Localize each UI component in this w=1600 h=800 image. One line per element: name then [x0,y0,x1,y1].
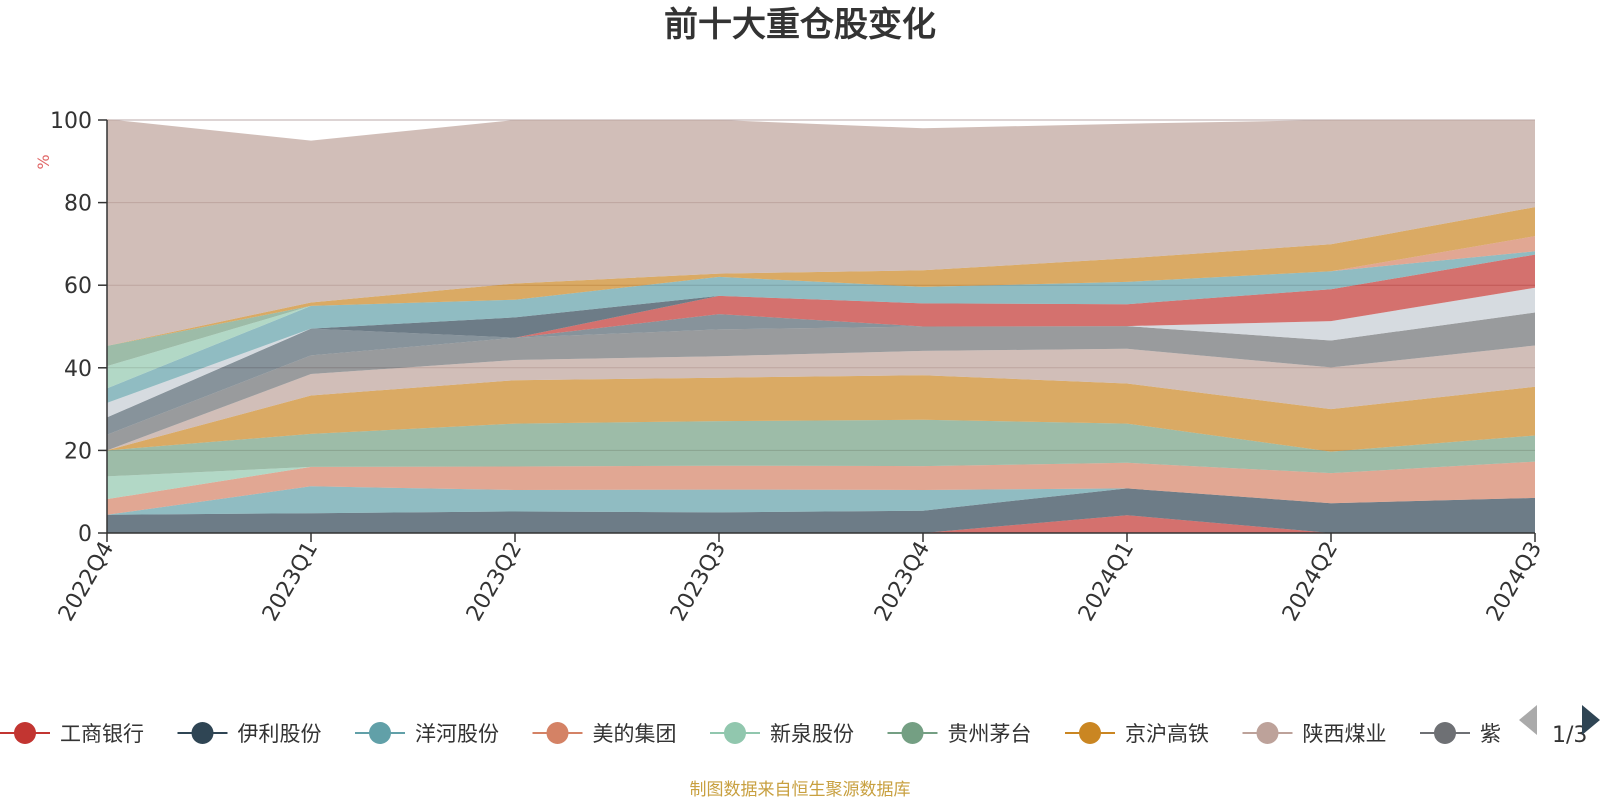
footer-source: 制图数据来自恒生聚源数据库 [690,780,911,800]
legend-item-0[interactable]: 工商银行 [0,722,144,746]
legend-prev-page-icon[interactable] [1519,705,1537,735]
area-series-5 [107,419,1535,477]
legend-item-2[interactable]: 洋河股份 [355,722,499,746]
x-tick-label-3: 2023Q3 [666,538,731,626]
legend-label-6: 京沪高铁 [1125,722,1209,746]
legend-marker-3 [546,722,569,744]
legend: 工商银行 伊利股份 洋河股份 美的集团 新泉股份 贵州茅台 京沪高铁 陕西煤业 紫 [0,722,1501,746]
legend-item-1[interactable]: 伊利股份 [177,722,322,746]
legend-label-5: 贵州茅台 [948,722,1032,746]
legend-next-page-icon[interactable] [1582,705,1600,735]
legend-item-4[interactable]: 新泉股份 [710,722,854,746]
area-series-3 [107,461,1535,515]
area-series-2 [107,486,1535,515]
chart-title: 前十大重仓股变化 [664,5,936,45]
legend-item-8[interactable]: 紫 [1420,722,1501,746]
legend-page-indicator: 1/3 [1552,723,1587,748]
y-tick-label-3: 60 [64,274,92,299]
legend-marker-0 [14,722,36,744]
x-tick-label-5: 2024Q1 [1074,538,1139,626]
legend-marker-8 [1434,722,1456,744]
x-tick-label-7: 2024Q3 [1482,538,1547,626]
area-series-0 [107,515,1535,533]
legend-label-4: 新泉股份 [770,722,854,746]
y-tick-label-5: 100 [50,109,92,134]
area-series-layer [107,119,1535,533]
area-series-13 [107,251,1535,403]
legend-marker-4 [724,722,746,744]
legend-marker-7 [1256,722,1279,744]
legend-label-7: 陕西煤业 [1303,722,1387,746]
legend-pager: 1/3 [1519,705,1600,748]
x-tick-label-2: 2023Q2 [462,538,527,626]
legend-label-0: 工商银行 [60,722,144,746]
area-series-12 [107,254,1535,403]
y-axis-unit-label: % [34,154,53,169]
area-series-8 [107,312,1535,451]
area-series-6 [107,375,1535,452]
x-tick-label-1: 2023Q1 [258,538,323,626]
legend-item-6[interactable]: 京沪高铁 [1065,722,1209,746]
area-series-1 [107,488,1535,533]
legend-item-3[interactable]: 美的集团 [532,722,677,746]
x-tick-label-0: 2022Q4 [54,538,119,626]
legend-item-5[interactable]: 贵州茅台 [887,722,1032,746]
area-series-17 [107,207,1535,346]
legend-label-3: 美的集团 [593,722,677,746]
y-tick-label-4: 80 [64,192,92,217]
area-series-7 [107,345,1535,451]
area-series-18 [107,119,1535,346]
y-tick-label-0: 0 [78,522,92,547]
legend-marker-1 [191,722,214,744]
legend-label-8: 紫 [1480,722,1501,746]
y-tick-label-1: 20 [64,439,92,464]
legend-label-1: 伊利股份 [238,722,322,746]
legend-marker-6 [1079,722,1101,744]
y-tick-label-2: 40 [64,357,92,382]
legend-item-7[interactable]: 陕西煤业 [1242,722,1387,746]
legend-label-2: 洋河股份 [415,722,499,746]
x-tick-label-4: 2023Q4 [870,538,935,626]
legend-marker-5 [901,722,924,744]
legend-marker-2 [369,722,391,744]
x-tick-label-6: 2024Q2 [1278,538,1343,626]
